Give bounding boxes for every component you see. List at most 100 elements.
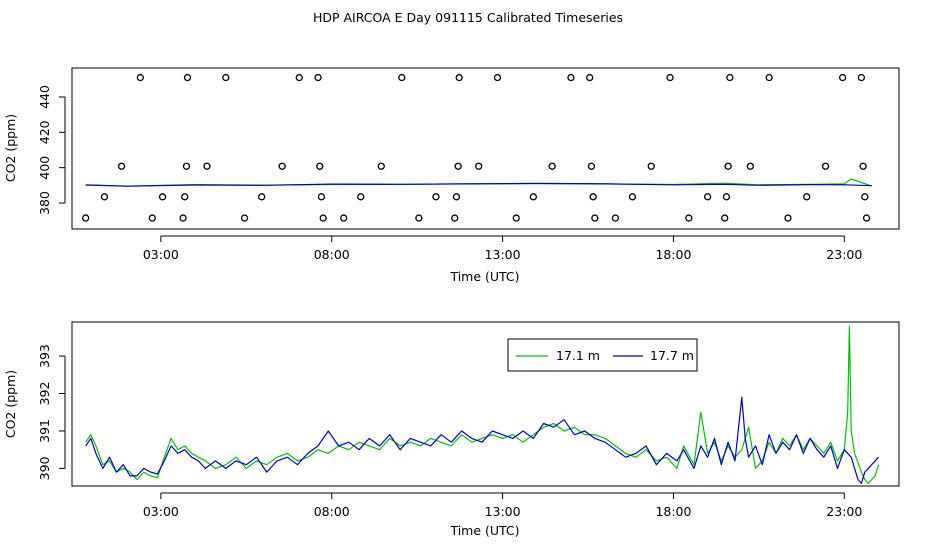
bottom-y-tick-label: 393 [37,344,52,368]
outlier-point [183,73,192,82]
outlier-point [591,214,599,222]
outlier-point [587,162,596,170]
outlier-point [158,193,167,201]
outlier-point [316,162,324,170]
top-panel: 03:00 08:00 13:00 18:00 23:00 380 400 420 440 T… [3,67,900,284]
outlier-point [181,193,189,201]
bottom-panel: 03:00 08:00 13:00 18:00 23:00 390 391 392 393 T… [3,321,900,538]
top-series-lines [85,178,872,187]
top-x-tick-label: 18:00 [655,247,691,262]
top-x-label: Time (UTC) [449,269,519,284]
legend-box [507,338,698,372]
outlier-point [182,162,191,170]
bottom-series-17-1-m [85,325,880,484]
top-x-tick-label: 08:00 [314,247,350,262]
bottom-series-17-7-m [85,396,879,484]
bottom-y-label: CO2 (ppm) [3,370,18,438]
outlier-point [666,73,674,82]
outlier-point [611,214,620,222]
outlier-point [455,73,463,82]
outlier-point [862,214,871,222]
top-x-axis: 03:00 08:00 13:00 18:00 23:00 [143,235,862,262]
bottom-plot-frame [71,321,900,487]
bottom-x-axis: 03:00 08:00 13:00 18:00 23:00 [143,492,862,519]
outlier-point [258,193,266,201]
top-x-tick-label: 03:00 [143,247,179,262]
outlier-point [136,73,144,82]
top-y-axis: 380 400 420 440 [37,85,66,215]
outlier-point [398,73,406,82]
outlier-point [726,73,734,82]
outlier-point [703,193,712,201]
outlier-point [493,73,502,82]
outlier-point [803,193,811,201]
outlier-point [512,214,520,222]
outlier-point [295,73,303,82]
outlier-point [724,162,732,170]
bottom-y-tick-label: 392 [37,382,52,406]
outlier-point [117,162,126,170]
bottom-x-tick-label: 23:00 [826,504,862,519]
figure-title: HDP AIRCOA E Day 091115 Calibrated Times… [313,10,623,25]
outlier-point [203,162,211,170]
outlier-point [278,162,286,170]
top-series-blue [85,182,872,187]
top-x-tick-label: 13:00 [485,247,521,262]
outlier-point [314,73,322,82]
outlier-point [529,193,537,201]
outlier-point [628,193,637,201]
outlier-point [838,73,847,82]
outlier-point [722,193,731,201]
bottom-x-tick-label: 03:00 [143,504,179,519]
outlier-point [586,73,594,82]
outlier-point [340,214,348,222]
outlier-point [317,193,326,201]
outlier-point [784,214,792,222]
outlier-point [432,193,440,201]
outlier-point [454,162,462,170]
bottom-y-tick-label: 391 [37,419,52,443]
outlier-point [319,214,327,222]
outlier-point [859,162,867,170]
outlier-point [589,193,597,201]
outlier-point [746,162,754,170]
outlier-point [857,73,866,82]
outlier-point [821,162,830,170]
top-y-tick-label: 440 [37,85,52,109]
legend-label-17-7m: 17.7 m [650,348,694,363]
top-y-tick-label: 400 [37,156,52,180]
bottom-x-tick-label: 08:00 [314,504,350,519]
outlier-point [240,214,249,222]
bottom-series-lines [85,325,880,484]
bottom-y-tick-label: 390 [37,456,52,480]
outlier-point [451,214,459,222]
outlier-point [100,193,109,201]
bottom-x-label: Time (UTC) [449,523,519,538]
outlier-point [452,193,461,201]
bottom-x-tick-label: 18:00 [655,504,691,519]
outlier-point [567,73,575,82]
legend: 17.1 m 17.7 m [507,338,698,372]
outlier-point [377,162,385,170]
outlier-point [357,193,365,201]
outlier-point [179,214,187,222]
outlier-point [548,162,556,170]
legend-label-17-1m: 17.1 m [556,348,600,363]
outlier-point [721,214,729,222]
bottom-x-tick-label: 13:00 [485,504,521,519]
outlier-point [475,162,483,170]
top-plot-frame [71,67,900,230]
bottom-y-axis: 390 391 392 393 [37,344,66,480]
top-y-label: CO2 (ppm) [3,114,18,182]
outlier-point [685,214,693,222]
top-y-tick-label: 380 [37,191,52,215]
outlier-point [861,193,869,201]
outlier-point [82,214,90,222]
top-outlier-points [82,73,871,222]
outlier-point [148,214,156,222]
outlier-point [415,214,423,222]
outlier-point [765,73,773,82]
top-y-tick-label: 420 [37,120,52,144]
outlier-point [222,73,230,82]
